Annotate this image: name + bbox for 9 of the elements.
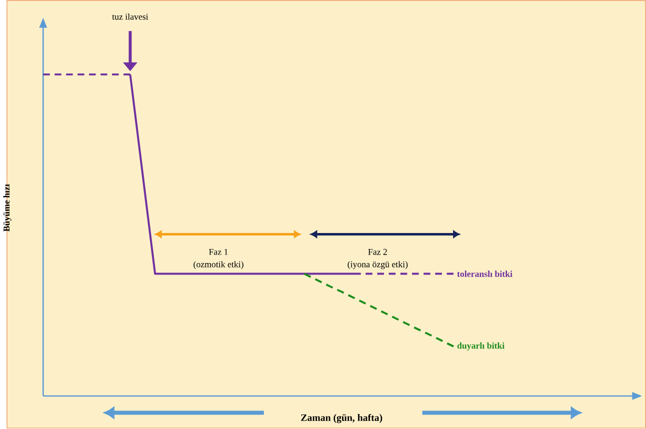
annotation: Faz 1 [209,249,228,256]
annotation: (iyona özgü etki) [348,261,408,270]
x-axis-title: Zaman (gün, hafta) [301,414,382,424]
annotation: Faz 2 [368,249,387,256]
series-label: toleranslı bitki [457,270,512,278]
series-label: duyarlı bitki [457,342,504,351]
annotation: (ozmotik etki) [194,261,244,270]
text: tuz ilavesi [112,14,148,20]
y-axis-title: Büyüme hızı [3,184,12,232]
